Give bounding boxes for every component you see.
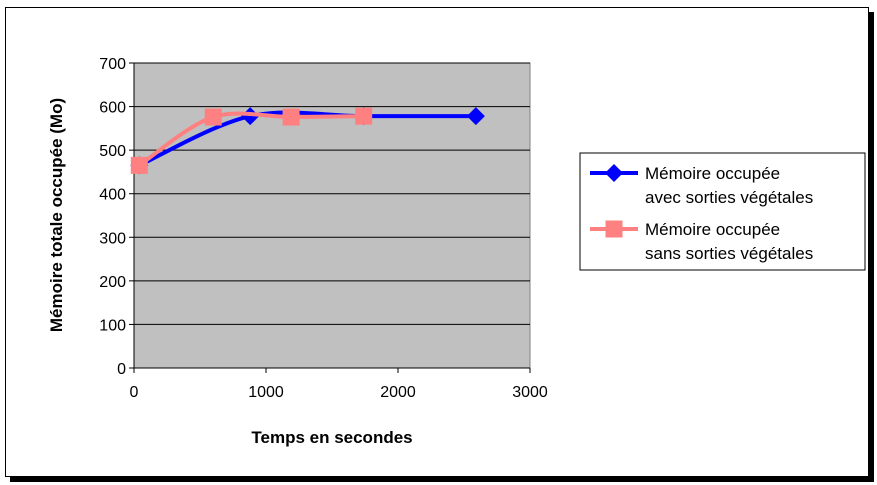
y-tick-label: 0 — [117, 361, 126, 378]
legend-marker — [605, 164, 623, 182]
series — [130, 107, 485, 175]
y-tick-label: 600 — [99, 100, 126, 117]
data-point-diamond — [241, 107, 260, 126]
x-tick-label: 2000 — [380, 384, 416, 401]
plot-area — [133, 62, 531, 369]
data-point-diamond — [466, 107, 485, 126]
series-2 — [130, 107, 373, 174]
y-tick-label: 700 — [99, 56, 126, 73]
y-tick-label: 500 — [99, 143, 126, 160]
data-point-square — [282, 108, 300, 126]
legend-label: Mémoire occupée — [645, 220, 780, 239]
y-tick-label: 300 — [99, 230, 126, 247]
y-tick-label: 200 — [99, 274, 126, 291]
x-tick-label: 3000 — [512, 384, 548, 401]
y-axis-title: Mémoire totale occupée (Mo) — [47, 98, 66, 332]
legend-label: Mémoire occupée — [645, 164, 780, 183]
legend-marker — [605, 220, 623, 238]
legend-entry-2: Mémoire occupée sans sorties végétales — [590, 220, 813, 263]
legend-label: sans sorties végétales — [645, 244, 813, 263]
y-tick-label: 400 — [99, 187, 126, 204]
x-tick-label: 1000 — [248, 384, 284, 401]
y-tick-label: 100 — [99, 317, 126, 334]
x-tick-label: 0 — [130, 384, 139, 401]
x-axis-title: Temps en secondes — [251, 428, 412, 447]
data-point-square — [204, 108, 222, 126]
data-point-square — [130, 156, 148, 174]
legend-entry-1: Mémoire occupée avec sorties végétales — [590, 164, 813, 207]
series-line — [138, 110, 476, 168]
legend-label: avec sorties végétales — [645, 188, 813, 207]
data-point-square — [355, 107, 373, 125]
tick-labels: 0 100 200 300 400 500 600 700 0 1000 2000 3000 — [99, 56, 548, 401]
grid-lines — [134, 62, 530, 325]
series-line — [138, 111, 364, 168]
axes — [129, 62, 531, 373]
